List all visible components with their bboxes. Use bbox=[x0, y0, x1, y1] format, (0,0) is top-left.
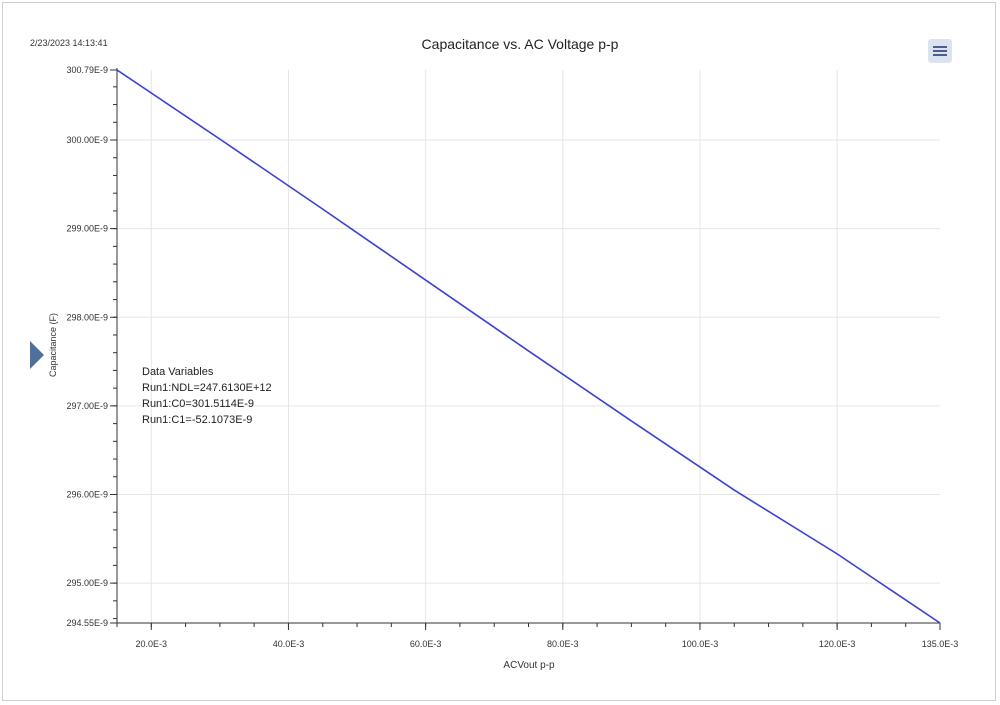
y-tick-label: 300.00E-9 bbox=[66, 135, 108, 145]
menu-bar bbox=[933, 46, 947, 48]
tick-labels: 300.79E-9 300.00E-9 299.00E-9 298.00E-9 297.… bbox=[66, 65, 958, 649]
x-axis-title: ACVout p-p bbox=[503, 660, 555, 671]
annotation-box: Data Variables Run1:NDL=247.6130E+12 Run… bbox=[142, 366, 272, 426]
y-axis-title: Capacitance (F) bbox=[48, 313, 58, 377]
series bbox=[116, 69, 941, 624]
x-tick-label: 80.0E-3 bbox=[547, 639, 579, 649]
menu-bar bbox=[933, 50, 947, 52]
y-tick-label: 295.00E-9 bbox=[66, 578, 108, 588]
triangle-right-icon[interactable] bbox=[30, 341, 44, 369]
timestamp: 2/23/2023 14:13:41 bbox=[30, 38, 108, 48]
y-tick-label: 296.00E-9 bbox=[66, 489, 108, 499]
hamburger-menu-icon[interactable] bbox=[928, 39, 952, 63]
x-tick-label: 20.0E-3 bbox=[136, 639, 168, 649]
grid bbox=[117, 70, 940, 623]
x-tick-label: 100.0E-3 bbox=[682, 639, 719, 649]
series-line bbox=[116, 69, 941, 624]
chart-title: Capacitance vs. AC Voltage p-p bbox=[421, 36, 619, 52]
y-tick-label: 297.00E-9 bbox=[66, 401, 108, 411]
y-tick-label: 299.00E-9 bbox=[66, 224, 108, 234]
menu-bar bbox=[933, 54, 947, 56]
y-tick-label: 298.00E-9 bbox=[66, 312, 108, 322]
annotation-line: Run1:C0=301.5114E-9 bbox=[142, 398, 254, 410]
x-tick-label: 120.0E-3 bbox=[819, 639, 856, 649]
annotation-title: Data Variables bbox=[142, 366, 214, 378]
y-tick-label: 294.55E-9 bbox=[66, 618, 108, 628]
y-tick-label: 300.79E-9 bbox=[66, 65, 108, 75]
x-tick-label: 60.0E-3 bbox=[410, 639, 442, 649]
axes bbox=[110, 68, 941, 630]
annotation-line: Run1:NDL=247.6130E+12 bbox=[142, 382, 272, 394]
annotation-line: Run1:C1=-52.1073E-9 bbox=[142, 414, 252, 426]
x-tick-label: 135.0E-3 bbox=[922, 639, 959, 649]
x-tick-label: 40.0E-3 bbox=[273, 639, 305, 649]
